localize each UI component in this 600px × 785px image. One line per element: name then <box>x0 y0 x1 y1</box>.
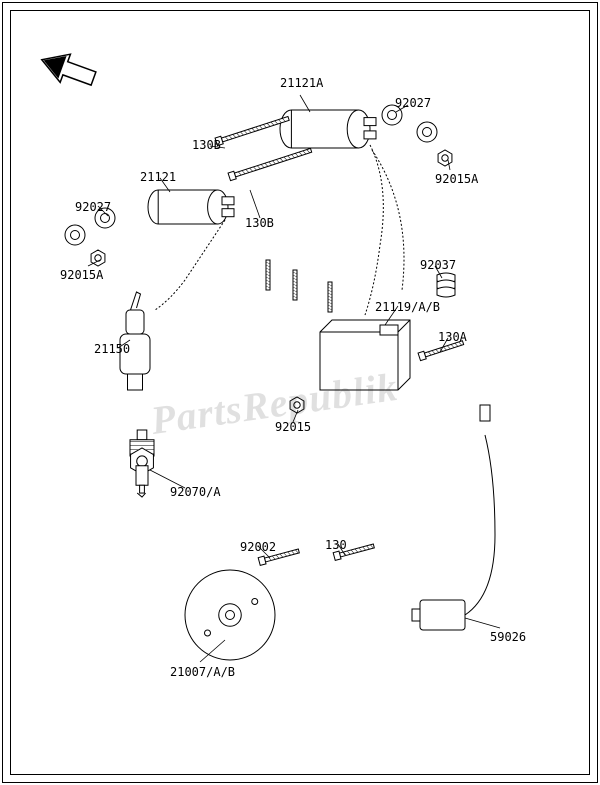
part-label-l92037: 92037 <box>420 258 456 272</box>
part-label-l92027_l: 92027 <box>75 200 111 214</box>
parts-diagram <box>0 0 600 785</box>
part-label-l130: 130 <box>325 538 347 552</box>
part-label-l92027_r: 92027 <box>395 96 431 110</box>
part-label-l59026: 59026 <box>490 630 526 644</box>
part-label-l130A: 130A <box>438 330 467 344</box>
part-label-l92015: 92015 <box>275 420 311 434</box>
part-label-l92015A_l: 92015A <box>60 268 103 282</box>
part-label-l21150: 21150 <box>94 342 130 356</box>
part-label-l21121: 21121 <box>140 170 176 184</box>
part-label-l92015A_r: 92015A <box>435 172 478 186</box>
part-label-l21119: 21119/A/B <box>375 300 440 314</box>
part-label-l21007: 21007/A/B <box>170 665 235 679</box>
part-label-l130B_mid: 130B <box>245 216 274 230</box>
part-label-l21121A: 21121A <box>280 76 323 90</box>
part-label-l92070: 92070/A <box>170 485 221 499</box>
part-label-l130B_top: 130B <box>192 138 221 152</box>
part-label-l92002: 92002 <box>240 540 276 554</box>
